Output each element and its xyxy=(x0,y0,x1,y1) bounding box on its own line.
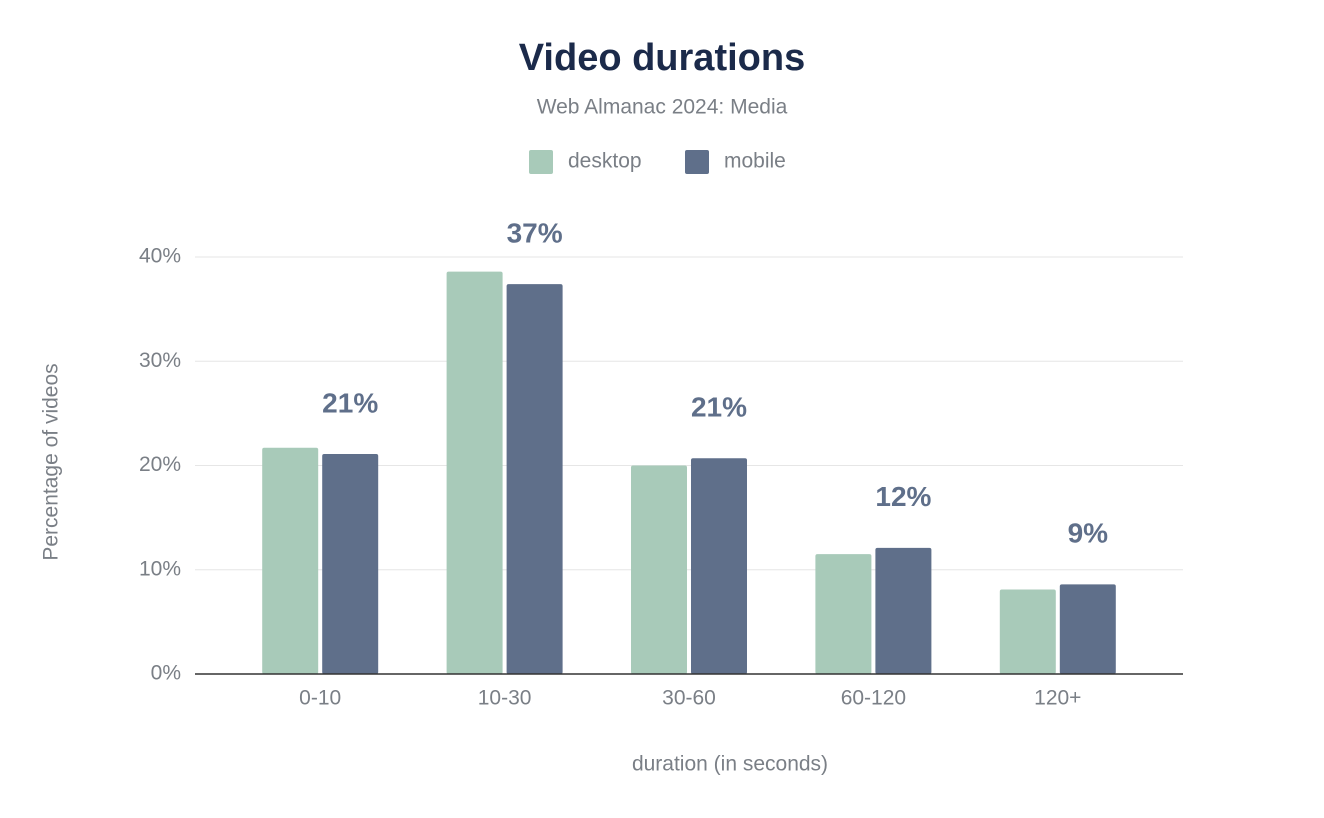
x-tick-label: 10-30 xyxy=(478,687,532,710)
y-tick-label: 10% xyxy=(139,557,181,580)
data-label: 37% xyxy=(507,217,563,248)
bar xyxy=(631,465,687,674)
x-tick-label: 30-60 xyxy=(662,687,716,710)
legend-label: desktop xyxy=(568,150,642,173)
y-tick-label: 40% xyxy=(139,245,181,268)
bar xyxy=(446,271,503,674)
x-axis-label: duration (in seconds) xyxy=(632,753,828,776)
data-label: 21% xyxy=(322,387,378,418)
bar xyxy=(1059,584,1116,674)
data-label: 9% xyxy=(1068,518,1109,549)
y-axis-label: Percentage of videos xyxy=(40,363,63,560)
x-tick-label: 60-120 xyxy=(841,687,906,710)
bar xyxy=(322,454,379,674)
x-tick-label: 0-10 xyxy=(299,687,341,710)
chart-subtitle: Web Almanac 2024: Media xyxy=(537,96,788,119)
chart-title: Video durations xyxy=(519,37,805,79)
bar xyxy=(262,447,319,674)
bar xyxy=(999,589,1056,674)
bar xyxy=(875,547,932,674)
bar xyxy=(506,284,563,674)
data-label: 21% xyxy=(691,392,747,423)
data-label: 12% xyxy=(875,481,931,512)
legend-swatch xyxy=(529,150,553,174)
bar xyxy=(815,554,872,674)
legend-label: mobile xyxy=(724,150,786,173)
y-tick-label: 30% xyxy=(139,349,181,372)
y-tick-label: 20% xyxy=(139,453,181,476)
bar xyxy=(691,458,747,674)
legend-swatch xyxy=(685,150,709,174)
x-tick-label: 120+ xyxy=(1034,687,1081,710)
y-tick-label: 0% xyxy=(151,662,181,685)
